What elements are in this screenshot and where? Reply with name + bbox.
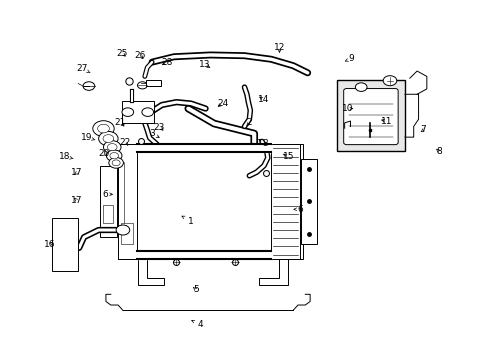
Circle shape (103, 135, 114, 143)
Bar (52, 217, 78, 271)
Text: 25: 25 (116, 49, 127, 58)
Bar (122, 102, 153, 123)
Bar (120, 223, 133, 244)
Text: 8: 8 (435, 147, 441, 156)
Text: 1: 1 (182, 216, 194, 226)
Bar (271, 144, 300, 258)
Bar (103, 205, 113, 223)
Text: 13: 13 (199, 60, 210, 69)
Text: 11: 11 (380, 117, 391, 126)
Circle shape (122, 108, 133, 116)
Text: 18: 18 (59, 152, 73, 161)
Text: 2: 2 (246, 118, 252, 127)
Text: 21: 21 (114, 118, 125, 127)
Text: 4: 4 (191, 320, 203, 329)
Text: 6: 6 (293, 205, 303, 214)
Text: 5: 5 (193, 285, 198, 294)
Circle shape (110, 153, 118, 159)
Bar (118, 144, 302, 258)
Circle shape (99, 131, 118, 146)
Text: 23: 23 (153, 123, 165, 132)
Text: 19: 19 (81, 132, 95, 141)
Circle shape (98, 124, 109, 133)
Circle shape (116, 225, 129, 235)
Text: 16: 16 (44, 240, 56, 249)
Circle shape (93, 121, 114, 136)
Circle shape (107, 144, 117, 151)
Text: 12: 12 (273, 43, 285, 53)
Circle shape (83, 82, 95, 90)
Text: 9: 9 (345, 54, 354, 63)
Text: 17: 17 (71, 168, 82, 177)
Circle shape (383, 76, 396, 86)
Circle shape (142, 108, 153, 116)
Text: 7: 7 (420, 126, 426, 135)
Text: 17: 17 (71, 196, 82, 205)
Bar (336, 80, 404, 152)
Text: 28: 28 (161, 58, 172, 67)
Text: 3: 3 (258, 139, 268, 148)
Text: 24: 24 (217, 99, 228, 108)
Text: 3: 3 (149, 129, 159, 138)
Bar (301, 158, 317, 244)
Circle shape (109, 157, 123, 168)
Text: 20: 20 (99, 149, 110, 158)
Text: 22: 22 (120, 138, 131, 147)
Text: 27: 27 (76, 64, 90, 73)
Text: 15: 15 (282, 152, 293, 161)
Text: 10: 10 (342, 104, 353, 113)
Text: 6: 6 (102, 190, 112, 199)
Bar (100, 166, 116, 237)
Bar (118, 144, 136, 258)
Bar (146, 80, 161, 86)
Circle shape (106, 150, 122, 161)
FancyBboxPatch shape (343, 89, 397, 145)
Circle shape (112, 160, 120, 166)
Text: 26: 26 (135, 51, 146, 60)
Circle shape (137, 82, 147, 89)
Circle shape (355, 83, 366, 91)
Text: 14: 14 (258, 95, 269, 104)
Circle shape (103, 141, 121, 154)
